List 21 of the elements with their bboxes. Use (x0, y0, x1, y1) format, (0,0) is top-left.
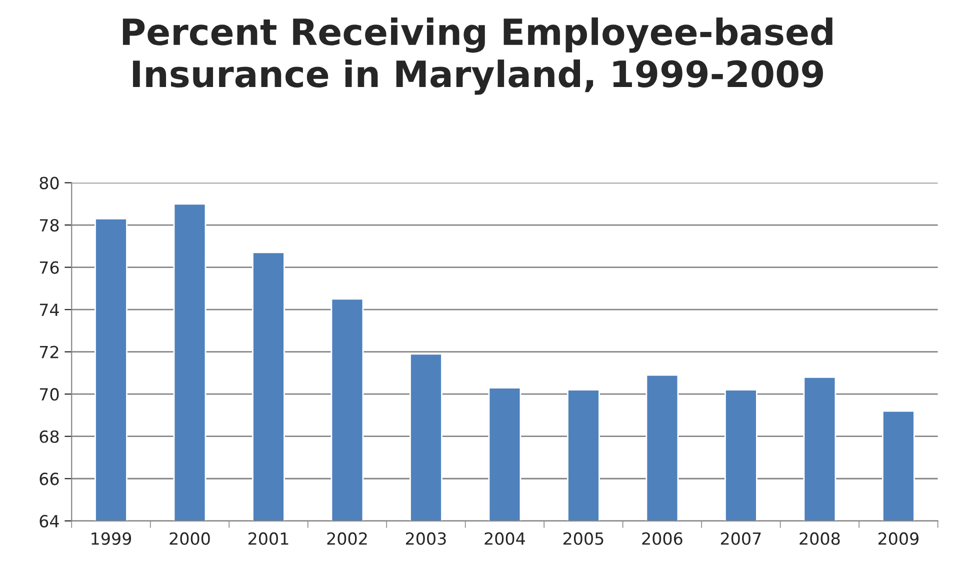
x-tick-label: 2001 (248, 532, 288, 545)
x-tick-label: 2005 (563, 532, 604, 545)
y-tick-label: 72 (40, 346, 58, 358)
x-tick-label: 2007 (720, 532, 761, 545)
x-tick-label: 1999 (92, 532, 132, 545)
y-tick-label: 76 (40, 261, 59, 274)
x-tick-label: 2008 (800, 532, 840, 545)
y-tick-label: 78 (40, 218, 59, 232)
x-tick-label: 2000 (170, 532, 210, 545)
y-tick-label: 74 (40, 304, 59, 316)
x-tick-label: 2009 (878, 532, 918, 545)
y-tick-label: 80 (40, 176, 59, 190)
x-tick-label: 2004 (484, 532, 525, 545)
y-tick-label: 68 (40, 430, 59, 443)
chart-title: Percent Receiving Employee-based Insurance in Maryland, 1999-2009 (122, 17, 832, 95)
y-tick-label: 64 (40, 514, 59, 528)
x-tick-label: 2002 (327, 532, 367, 545)
x-tick-label: 2003 (406, 532, 446, 545)
y-tick-label: 66 (40, 472, 59, 486)
x-tick-label: 2006 (642, 532, 682, 545)
y-tick-label: 70 (40, 388, 59, 401)
